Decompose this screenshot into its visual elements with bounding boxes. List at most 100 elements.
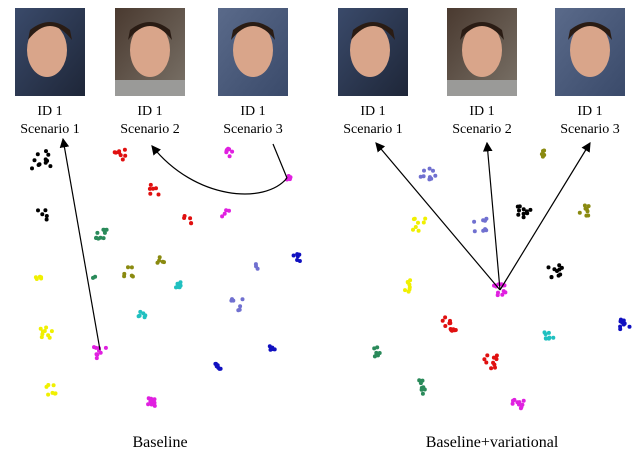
point (423, 217, 427, 221)
point (236, 308, 240, 312)
point (484, 228, 488, 232)
id-label: ID 1 (469, 104, 494, 119)
point (39, 327, 43, 331)
point (46, 153, 50, 157)
point (219, 367, 223, 371)
arrow (152, 146, 287, 194)
point (149, 183, 153, 187)
point (550, 275, 554, 279)
point (148, 187, 152, 191)
point (519, 405, 523, 409)
point (431, 169, 435, 173)
point (517, 400, 521, 404)
point (484, 361, 488, 365)
point (552, 267, 556, 271)
point (420, 386, 424, 390)
point (121, 158, 125, 162)
point (105, 228, 109, 232)
point (91, 276, 95, 280)
point (220, 214, 224, 218)
point (268, 344, 272, 348)
point (44, 149, 48, 153)
id-label: ID 1 (240, 104, 265, 119)
point (104, 346, 108, 350)
point (117, 149, 121, 153)
point (224, 208, 228, 212)
arrow (273, 144, 287, 178)
point (544, 337, 548, 341)
point (489, 366, 493, 370)
caption: Baseline+variational (426, 434, 559, 451)
point (137, 314, 141, 318)
point (45, 214, 49, 218)
point (53, 392, 57, 396)
point (38, 162, 42, 166)
point (496, 291, 500, 295)
scenario-label: Scenario 3 (560, 122, 619, 137)
point (50, 329, 54, 333)
point (231, 299, 235, 303)
point (292, 254, 296, 258)
point (485, 353, 489, 357)
point (162, 260, 166, 264)
point (153, 404, 157, 408)
point (492, 363, 496, 367)
point (619, 319, 623, 323)
point (174, 285, 178, 289)
point (158, 255, 162, 259)
arrow (500, 143, 590, 290)
point (95, 231, 99, 235)
point (428, 175, 432, 179)
point (238, 304, 242, 308)
point (375, 345, 379, 349)
point (443, 315, 447, 319)
point (48, 164, 52, 168)
point (416, 221, 420, 225)
point (33, 158, 37, 162)
point (96, 237, 100, 241)
point (119, 153, 123, 157)
scatter (30, 147, 632, 411)
point (45, 218, 49, 222)
id-label: ID 1 (37, 104, 62, 119)
point (143, 313, 147, 317)
arrow (376, 143, 500, 290)
point (295, 252, 299, 256)
point (92, 345, 96, 349)
point (254, 262, 258, 266)
point (443, 324, 447, 328)
point (40, 212, 44, 216)
shirt (115, 80, 185, 96)
figure: ID 1 Scenario 1 ID 1 Scenario 2 ID 1 Scenario… (0, 0, 642, 453)
point (183, 214, 187, 218)
point (43, 329, 47, 333)
point (473, 229, 477, 233)
face-images (15, 8, 625, 96)
point (511, 399, 515, 403)
id-label: ID 1 (360, 104, 385, 119)
point (522, 212, 526, 216)
point (583, 204, 587, 208)
point (113, 150, 117, 154)
point (551, 336, 555, 340)
face-image (555, 8, 625, 96)
point (44, 157, 48, 161)
point (547, 331, 551, 335)
scenario-label: Scenario 1 (20, 122, 79, 137)
point (516, 213, 520, 217)
point (52, 383, 56, 387)
point (130, 265, 134, 269)
point (525, 209, 529, 213)
point (46, 393, 50, 397)
point (95, 356, 99, 360)
point (516, 205, 520, 209)
point (213, 362, 217, 366)
point (417, 378, 421, 382)
point (40, 335, 44, 339)
point (188, 216, 192, 220)
arrow (487, 143, 500, 290)
scenario-label: Scenario 2 (120, 122, 179, 137)
point (123, 148, 127, 152)
id-label: ID 1 (137, 104, 162, 119)
face-image (447, 8, 517, 96)
